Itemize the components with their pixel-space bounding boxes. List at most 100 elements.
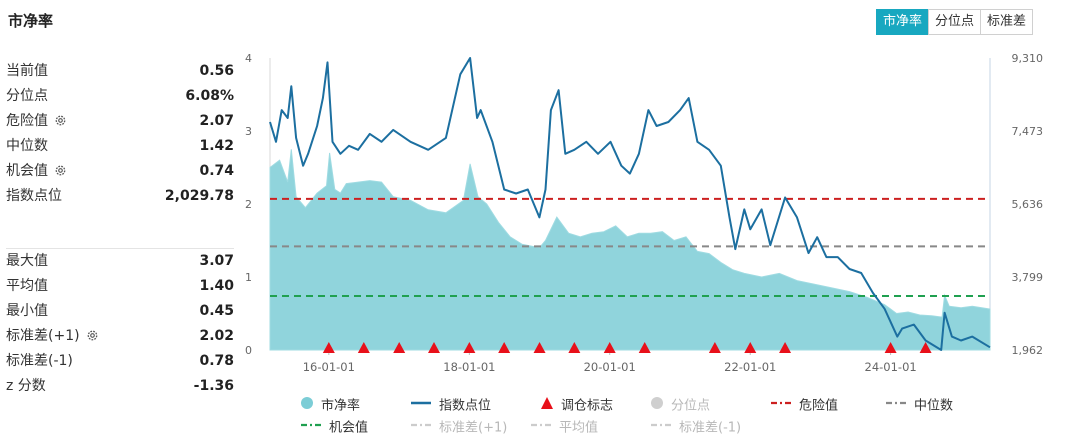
y-right-tick-label: 3,799 (1012, 271, 1044, 284)
stat-row: 中位数 1.42 (6, 134, 236, 159)
stat-label: z 分数 (6, 374, 46, 399)
legend-label: 中位数 (914, 398, 954, 414)
stat-row: 当前值 0.56 (6, 59, 236, 84)
legend-std-minus[interactable]: 标准差(-1) (650, 418, 741, 436)
rebalance-marker (322, 342, 335, 353)
y-right-tick-label: 5,636 (1012, 198, 1044, 211)
legend-symbol-icon (300, 396, 314, 416)
stat-value: 1.42 (199, 138, 234, 154)
legend-symbol-icon (300, 418, 322, 438)
stat-value: 6.08% (185, 88, 234, 104)
stat-value: 0.56 (199, 63, 234, 79)
stat-label: 标准差(+1) (6, 324, 99, 351)
stat-label-text: 平均值 (6, 278, 48, 294)
x-tick-label: 18-01-01 (443, 360, 495, 374)
x-tick-label: 24-01-01 (865, 360, 917, 374)
metric-tabs: 市净率 分位点 标准差 (876, 9, 1034, 35)
stat-label-text: 标准差(+1) (6, 328, 80, 344)
legend-symbol-icon (650, 418, 672, 438)
legend-label: 标准差(+1) (439, 420, 508, 436)
x-tick-label: 16-01-01 (303, 360, 355, 374)
page-title: 市净率 (8, 12, 54, 30)
rebalance-marker (533, 342, 546, 353)
legend-pb[interactable]: 市净率 (300, 396, 360, 414)
legend-std-plus[interactable]: 标准差(+1) (410, 418, 507, 436)
stat-label: 最小值 (6, 299, 48, 324)
y-left-tick-label: 1 (245, 271, 252, 284)
rebalance-marker (393, 342, 406, 353)
settings-gear-icon[interactable] (86, 326, 99, 351)
settings-gear-icon[interactable] (54, 161, 67, 186)
legend-mean[interactable]: 平均值 (530, 418, 598, 436)
rebalance-marker (463, 342, 476, 353)
stats-divider (6, 248, 234, 249)
stat-label: 标准差(-1) (6, 349, 73, 374)
x-tick-label: 20-01-01 (584, 360, 636, 374)
stat-label: 当前值 (6, 59, 48, 84)
y-left-tick-label: 3 (245, 125, 252, 138)
stat-row: 危险值 2.07 (6, 109, 236, 134)
legend-symbol-icon (410, 418, 432, 438)
legend-opportunity[interactable]: 机会值 (300, 418, 368, 436)
stat-row: 标准差(-1) 0.78 (6, 349, 236, 374)
stat-label-text: 最大值 (6, 253, 48, 269)
stat-label: 平均值 (6, 274, 48, 299)
tab-std-dev[interactable]: 标准差 (980, 9, 1034, 35)
legend-symbol-icon (770, 396, 792, 416)
legend-median[interactable]: 中位数 (885, 396, 953, 414)
rebalance-marker (568, 342, 581, 353)
stat-row: 机会值 0.74 (6, 159, 236, 184)
stat-value: 0.45 (199, 303, 234, 319)
settings-gear-icon[interactable] (54, 111, 67, 136)
stat-label-text: 分位点 (6, 88, 48, 104)
legend-rebalance[interactable]: 调仓标志 (540, 396, 613, 414)
stats-panel-current: 当前值 0.56 分位点 6.08% 危险值 2.07 中位数 1.42 机会值 0.74 指数点位… (6, 59, 236, 209)
stat-value: 0.74 (199, 163, 234, 179)
stat-row: 分位点 6.08% (6, 84, 236, 109)
x-tick-label: 22-01-01 (724, 360, 776, 374)
legend-percentile[interactable]: 分位点 (650, 396, 710, 414)
stat-label: 最大值 (6, 249, 48, 274)
legend-index[interactable]: 指数点位 (410, 396, 491, 414)
stat-row: 最大值 3.07 (6, 249, 236, 274)
legend-symbol-icon (530, 418, 552, 438)
y-right-tick-label: 7,473 (1012, 125, 1044, 138)
rebalance-marker (744, 342, 757, 353)
stat-row: 标准差(+1) 2.02 (6, 324, 236, 349)
legend-symbol-icon (410, 396, 432, 416)
stat-label: 指数点位 (6, 184, 62, 209)
legend-symbol-icon (650, 396, 664, 416)
y-left-tick-label: 0 (245, 344, 252, 357)
legend-label: 危险值 (799, 398, 839, 414)
legend-label: 分位点 (671, 398, 711, 414)
legend-symbol-icon (540, 396, 554, 416)
rebalance-marker (498, 342, 511, 353)
tab-percentile[interactable]: 分位点 (928, 9, 982, 35)
stat-row: 指数点位 2,029.78 (6, 184, 236, 209)
y-left-tick-label: 4 (245, 52, 252, 65)
stat-label-text: 最小值 (6, 303, 48, 319)
stat-row: 最小值 0.45 (6, 299, 236, 324)
stat-value: 2.02 (199, 328, 234, 344)
stat-label: 中位数 (6, 134, 48, 159)
legend-label: 调仓标志 (561, 398, 614, 414)
rebalance-marker (427, 342, 440, 353)
pb-area-series (269, 149, 991, 351)
stats-panel-history: 最大值 3.07 平均值 1.40 最小值 0.45 标准差(+1) 2.02 标准差(-1) 0… (6, 249, 236, 399)
rebalance-marker (603, 342, 616, 353)
stat-label: 分位点 (6, 84, 48, 109)
stat-label-text: z 分数 (6, 378, 46, 394)
legend-label: 机会值 (329, 420, 369, 436)
stat-value: 2.07 (199, 113, 234, 129)
rebalance-marker (779, 342, 792, 353)
tab-pb[interactable]: 市净率 (876, 9, 930, 35)
stat-label-text: 标准差(-1) (6, 353, 73, 369)
stat-label: 机会值 (6, 159, 67, 186)
rebalance-marker (708, 342, 721, 353)
stat-value: 0.78 (199, 353, 234, 369)
stat-value: -1.36 (193, 378, 234, 394)
stat-row: 平均值 1.40 (6, 274, 236, 299)
stat-label-text: 中位数 (6, 138, 48, 154)
legend-label: 标准差(-1) (679, 420, 742, 436)
legend-danger[interactable]: 危险值 (770, 396, 838, 414)
